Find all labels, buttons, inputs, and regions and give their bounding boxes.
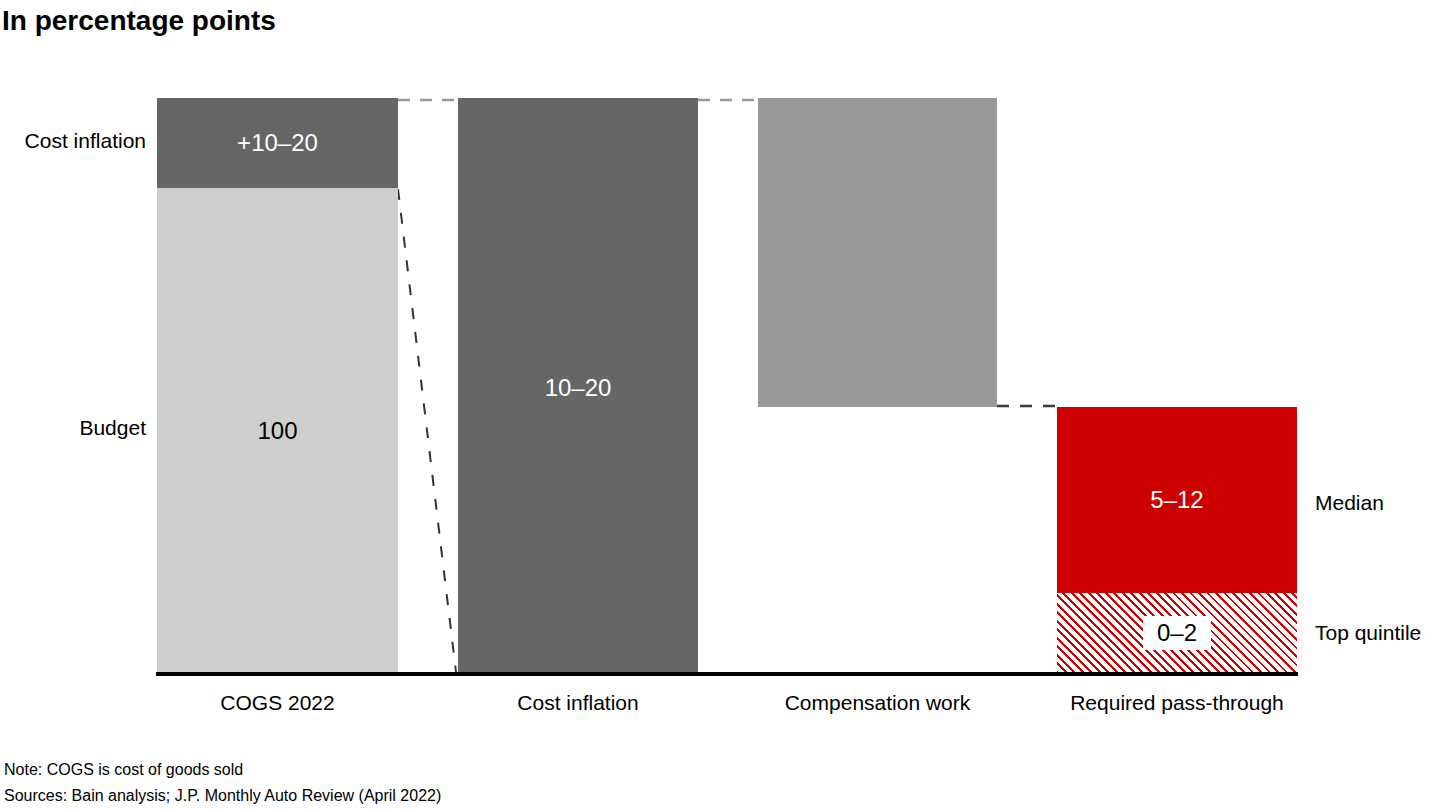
x-axis-label-cost-inflation: Cost inflation [458,690,698,716]
x-axis-label-required-pass-through: Required pass-through [1057,690,1297,716]
segment-pass-through-top-quintile: 0–2 [1057,593,1297,673]
footnote-note: Note: COGS is cost of goods sold [4,757,441,783]
row-label-cost-inflation: Cost inflation [0,129,146,153]
segment-cogs-budget: 100 [157,188,398,673]
x-axis-label-cogs-2022: COGS 2022 [157,690,398,716]
footnote-sources: Sources: Bain analysis; J.P. Monthly Aut… [4,783,441,809]
segment-pass-through-median: 5–12 [1057,407,1297,593]
segment-value-label: 0–2 [1143,616,1211,650]
segment-cogs-cost-inflation: +10–20 [157,98,398,188]
chart-canvas: In percentage points Cost inflation Budg… [0,0,1440,810]
x-axis-label-compensation-work: Compensation work [758,690,997,716]
segment-value-label: 100 [257,417,297,445]
row-label-budget: Budget [0,416,146,440]
connector-diagonal-budget [398,189,456,672]
footnotes: Note: COGS is cost of goods sold Sources… [4,757,441,809]
bar-compensation-work [758,98,997,407]
right-label-median: Median [1315,491,1384,515]
segment-value-label: +10–20 [237,129,318,157]
chart-title: In percentage points [2,1,276,41]
segment-value-label: 10–20 [458,374,698,402]
bar-cogs-2022: +10–20 100 [157,98,398,673]
bar-cost-inflation: 10–20 [458,98,698,673]
x-axis-line [156,672,1298,676]
segment-value-label: 5–12 [1150,486,1203,514]
bar-required-pass-through: 5–12 0–2 [1057,407,1297,673]
right-label-top-quintile: Top quintile [1315,621,1421,645]
